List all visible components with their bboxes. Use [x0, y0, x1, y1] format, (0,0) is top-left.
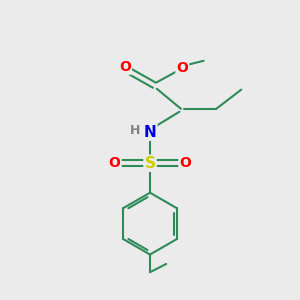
- Text: S: S: [145, 156, 155, 171]
- Text: O: O: [109, 156, 121, 170]
- Text: H: H: [130, 124, 141, 137]
- Text: O: O: [179, 156, 191, 170]
- Text: N: N: [144, 125, 156, 140]
- Text: O: O: [176, 61, 188, 75]
- Text: O: O: [119, 60, 131, 74]
